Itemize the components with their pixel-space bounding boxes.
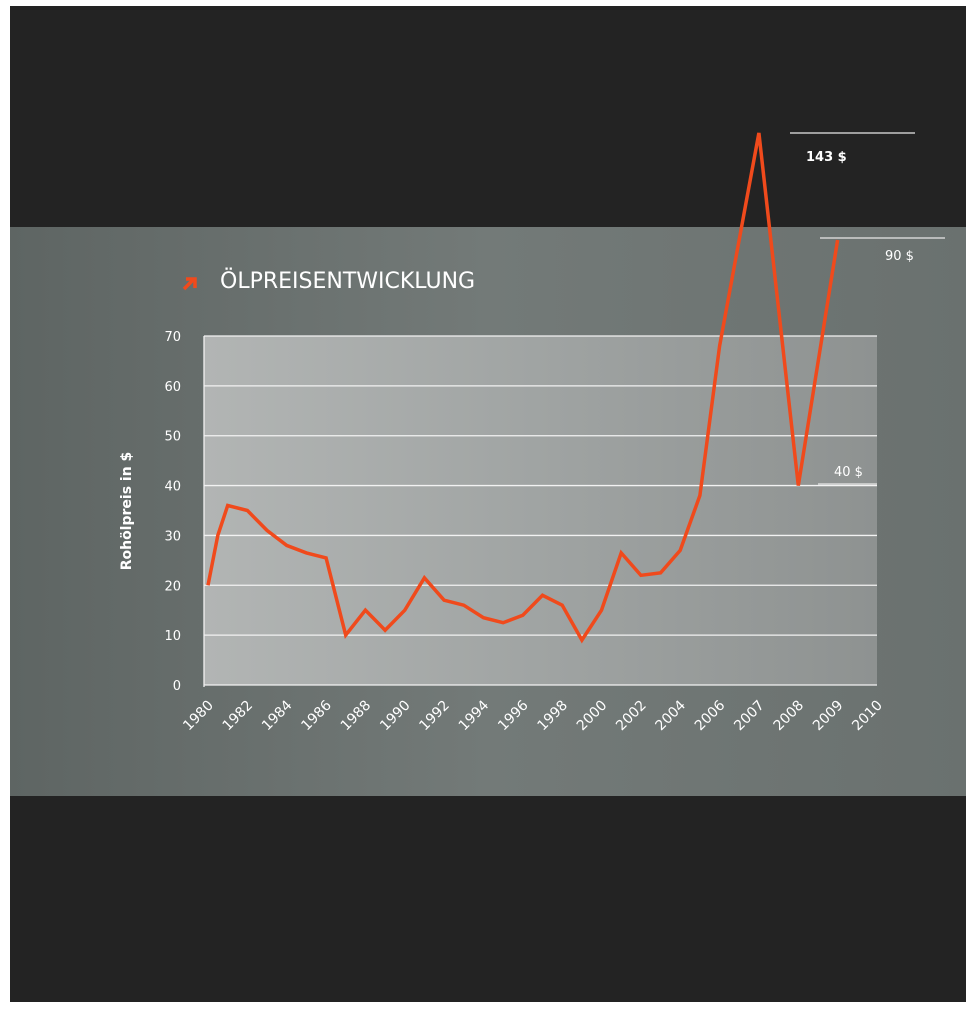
title-arrow-icon	[182, 277, 197, 291]
y-tick-label: 70	[164, 330, 181, 345]
y-tick-label: 60	[164, 380, 181, 395]
annotation-lines	[790, 132, 945, 485]
bottom-dark-band	[10, 796, 966, 1002]
series-line	[206, 132, 840, 644]
y-tick-labels: 0 10 20 30 40 50 60 70	[164, 330, 181, 694]
annotation-label: 40 $	[834, 465, 863, 480]
chart-title: ÖLPREISENTWICKLUNG	[220, 268, 475, 294]
y-tick-label: 10	[164, 629, 181, 644]
y-tick-label: 20	[164, 579, 181, 594]
series-layer	[206, 132, 840, 644]
annotation-label: 90 $	[885, 249, 914, 264]
y-axis-label: Rohölpreis in $	[119, 452, 135, 571]
y-tick-label: 0	[173, 679, 181, 694]
annotations: 143 $ 40 $ 90 $	[806, 150, 914, 480]
annotation-label: 143 $	[806, 150, 847, 165]
top-dark-band	[10, 6, 966, 227]
plot-area	[204, 336, 877, 685]
y-tick-label: 30	[164, 529, 181, 544]
grid-lines	[203, 335, 877, 687]
y-tick-label: 40	[164, 480, 181, 495]
left-border	[0, 0, 10, 1010]
y-tick-label: 50	[164, 430, 181, 445]
